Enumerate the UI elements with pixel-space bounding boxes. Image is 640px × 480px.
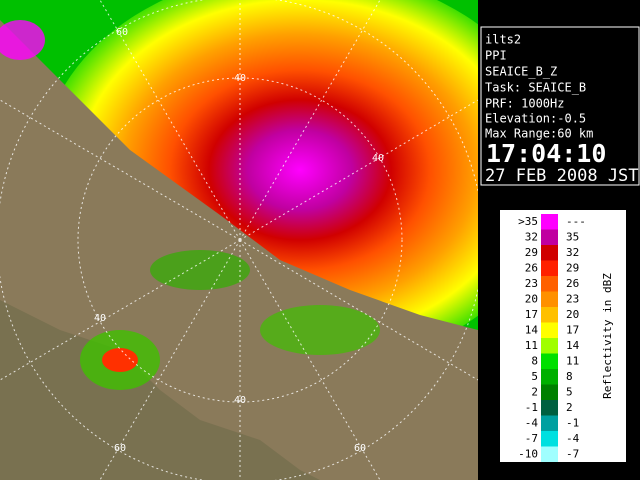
radar-image: 60 40 40 40 40 60 60: [0, 0, 478, 480]
info-box: [480, 26, 640, 186]
range-label: 40: [234, 73, 246, 84]
legend-low: 11: [525, 339, 538, 352]
legend-box: [500, 210, 626, 462]
legend-swatch: [541, 431, 558, 447]
info-line: Max Range:60 km: [485, 127, 593, 141]
legend-low: 2: [531, 386, 538, 399]
legend-high: 17: [566, 324, 579, 337]
info-line: ilts2: [485, 33, 521, 47]
info-line: Elevation:-0.5: [485, 112, 586, 126]
legend-high: 29: [566, 262, 579, 275]
legend-high: 20: [566, 308, 579, 321]
legend-high: 26: [566, 277, 579, 290]
legend-high: 35: [566, 231, 579, 244]
legend-high: 11: [566, 355, 579, 368]
legend-swatch: [541, 415, 558, 431]
legend-swatch: [541, 291, 558, 307]
legend-title: Reflectivity in dBZ: [601, 273, 614, 399]
legend-high: ---: [566, 215, 586, 228]
legend-high: -4: [566, 432, 580, 445]
legend-swatch: [541, 229, 558, 245]
range-label: 40: [94, 313, 106, 324]
legend-high: 32: [566, 246, 579, 259]
legend-low: >35: [518, 215, 538, 228]
legend-swatch: [541, 214, 558, 230]
legend-swatch: [541, 446, 558, 462]
range-label: 40: [234, 395, 246, 406]
legend-low: 14: [525, 324, 539, 337]
legend-swatch: [541, 384, 558, 400]
legend-high: 23: [566, 293, 579, 306]
legend-high: -1: [566, 417, 579, 430]
range-label: 40: [372, 153, 384, 164]
legend-low: 26: [525, 262, 538, 275]
legend-low: -4: [525, 417, 539, 430]
range-label: 60: [354, 443, 366, 454]
legend-swatch: [541, 400, 558, 416]
legend-low: 8: [531, 355, 538, 368]
legend-low: 17: [525, 308, 538, 321]
legend-low: 23: [525, 277, 538, 290]
legend-high: -7: [566, 448, 579, 461]
legend-high: 14: [566, 339, 580, 352]
legend-swatch: [541, 353, 558, 369]
legend-high: 2: [566, 401, 573, 414]
legend-swatch: [541, 260, 558, 276]
info-line: PRF: 1000Hz: [485, 97, 564, 111]
date: 27 FEB 2008 JST: [485, 166, 639, 186]
legend-swatch: [541, 307, 558, 323]
legend-high: 5: [566, 386, 573, 399]
legend-low: -1: [525, 401, 538, 414]
info-line: SEAICE_B_Z: [485, 65, 557, 79]
legend-swatch: [541, 322, 558, 338]
time: 17:04:10: [486, 139, 606, 168]
legend-low: 32: [525, 231, 538, 244]
legend-low: 20: [525, 293, 538, 306]
range-label: 60: [116, 27, 128, 38]
info-line: PPI: [485, 49, 507, 63]
legend-swatch: [541, 369, 558, 385]
legend-high: 8: [566, 370, 573, 383]
legend-swatch: [541, 338, 558, 354]
legend-low: 5: [531, 370, 538, 383]
legend-swatch: [541, 276, 558, 292]
legend-low: 29: [525, 246, 538, 259]
legend-low: -10: [518, 448, 538, 461]
range-label: 60: [114, 443, 126, 454]
legend-swatch: [541, 245, 558, 261]
legend-low: -7: [525, 432, 538, 445]
info-line: Task: SEAICE_B: [485, 81, 586, 95]
